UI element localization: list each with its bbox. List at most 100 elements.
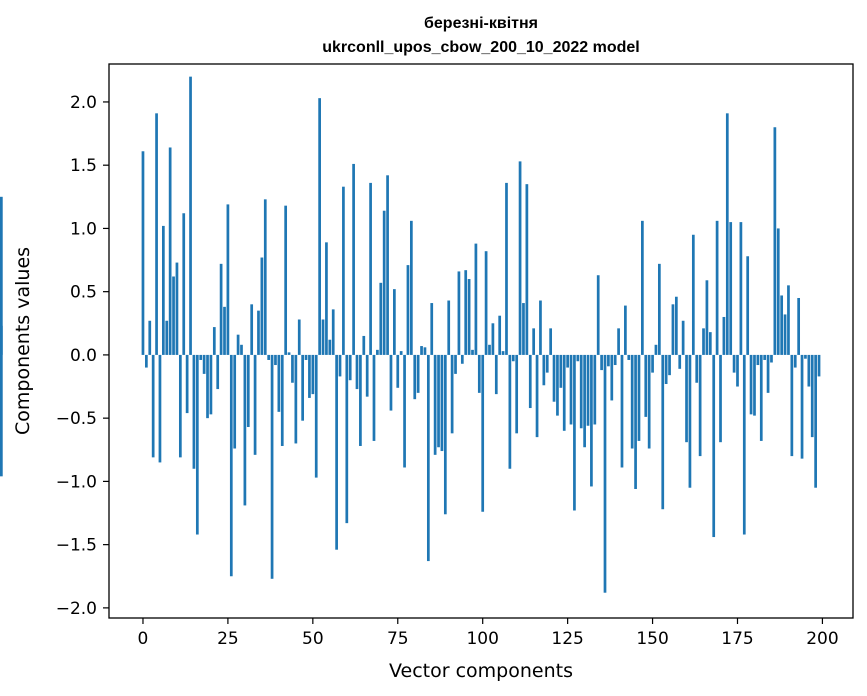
bar-109: [511, 354, 515, 362]
bar-191: [790, 354, 794, 457]
bar-173: [729, 222, 733, 355]
bar-80: [413, 354, 417, 400]
bar-125: [566, 354, 569, 368]
x-tick-label: 125: [551, 629, 583, 649]
x-axis-ticks: 0 25 50 75 100 125 150 175 200: [138, 618, 839, 649]
bar-136: [603, 354, 607, 593]
bar-127: [573, 354, 576, 511]
bar-76: [399, 351, 403, 355]
bar-9: [172, 276, 175, 355]
bar-113: [525, 184, 529, 355]
bar-180: [753, 354, 756, 416]
bar-41: [280, 354, 284, 446]
bar-63: [355, 354, 359, 390]
bar-184: [766, 354, 770, 393]
bar-24: [223, 306, 226, 355]
y-axis-ticks: −2.0 −1.5 −1.0 −0.5 0.0 0.5 1.0 1.5 2.0: [56, 93, 109, 619]
bar-182: [759, 354, 763, 441]
bar-55: [328, 339, 332, 355]
bar-47: [301, 354, 305, 421]
bar-91: [450, 354, 454, 434]
bar-139: [613, 354, 617, 366]
bar-121: [552, 354, 556, 402]
bar-78: [406, 265, 410, 355]
bar-28: [236, 334, 240, 355]
bar-164: [698, 354, 702, 457]
bar-119: [545, 354, 549, 373]
bar-82: [420, 346, 423, 355]
bar-72: [386, 175, 389, 355]
bar-58: [338, 354, 342, 377]
bar-143: [627, 354, 631, 360]
bar-37: [267, 354, 271, 360]
chart-title: березні-квітня: [424, 15, 538, 32]
bar-181: [756, 354, 760, 366]
x-tick-label: 25: [217, 629, 239, 649]
bar-135: [600, 354, 603, 371]
bar-42: [284, 205, 288, 355]
bar-99: [477, 354, 481, 393]
bar-128: [576, 354, 580, 362]
bar-46: [297, 319, 301, 355]
bar-95: [464, 270, 468, 355]
bar-156: [671, 304, 675, 355]
bar-178: [746, 256, 750, 355]
bar-90: [447, 300, 451, 355]
bar-86: [433, 354, 437, 455]
bar-148: [644, 354, 648, 417]
bar-29: [240, 344, 243, 355]
bar-199: [817, 354, 821, 377]
bar-102: [488, 344, 491, 355]
bar-7: [165, 320, 169, 355]
bar-51: [314, 354, 318, 478]
bar-116: [535, 354, 539, 438]
bar-185: [770, 354, 773, 363]
bar-68: [372, 354, 376, 441]
bar-167: [708, 332, 712, 355]
bar-134: [596, 275, 600, 355]
bar-73: [389, 354, 393, 411]
bar-175: [736, 354, 739, 387]
bar-88: [440, 354, 444, 452]
bar-141: [620, 354, 624, 468]
bar-112: [522, 303, 525, 355]
bar-179: [749, 354, 753, 415]
bar-30: [243, 354, 247, 506]
bar-158: [678, 354, 682, 369]
bar-67: [369, 182, 372, 355]
bar-15: [192, 354, 196, 469]
bar-152: [657, 263, 661, 355]
bar-undefined: [0, 354, 3, 477]
bar-151: [654, 344, 658, 355]
bar-85: [430, 303, 434, 355]
bar-137: [607, 354, 610, 367]
bar-147: [641, 220, 644, 355]
bar-131: [586, 354, 590, 426]
bar-13: [185, 354, 189, 414]
bar-61: [348, 354, 352, 381]
bar-66: [365, 354, 369, 397]
bar-187: [776, 228, 780, 355]
bar-124: [562, 354, 566, 431]
bar-81: [416, 354, 420, 393]
bar-193: [797, 297, 801, 355]
bar-27: [233, 354, 237, 449]
bar-2: [148, 320, 152, 355]
bar-79: [409, 220, 413, 355]
bar-161: [688, 354, 692, 488]
bar-194: [800, 354, 804, 459]
bar-71: [382, 210, 386, 355]
bar-22: [216, 354, 220, 390]
bar-133: [593, 354, 597, 425]
bar-98: [474, 243, 478, 355]
bar-62: [352, 163, 355, 355]
bar-69: [376, 349, 379, 355]
bar-100: [481, 354, 485, 512]
bar-166: [705, 280, 709, 355]
bar-162: [691, 234, 695, 355]
x-tick-label: 100: [466, 629, 498, 649]
bar-48: [304, 354, 308, 360]
bar-130: [583, 354, 586, 448]
bar-129: [579, 354, 583, 429]
